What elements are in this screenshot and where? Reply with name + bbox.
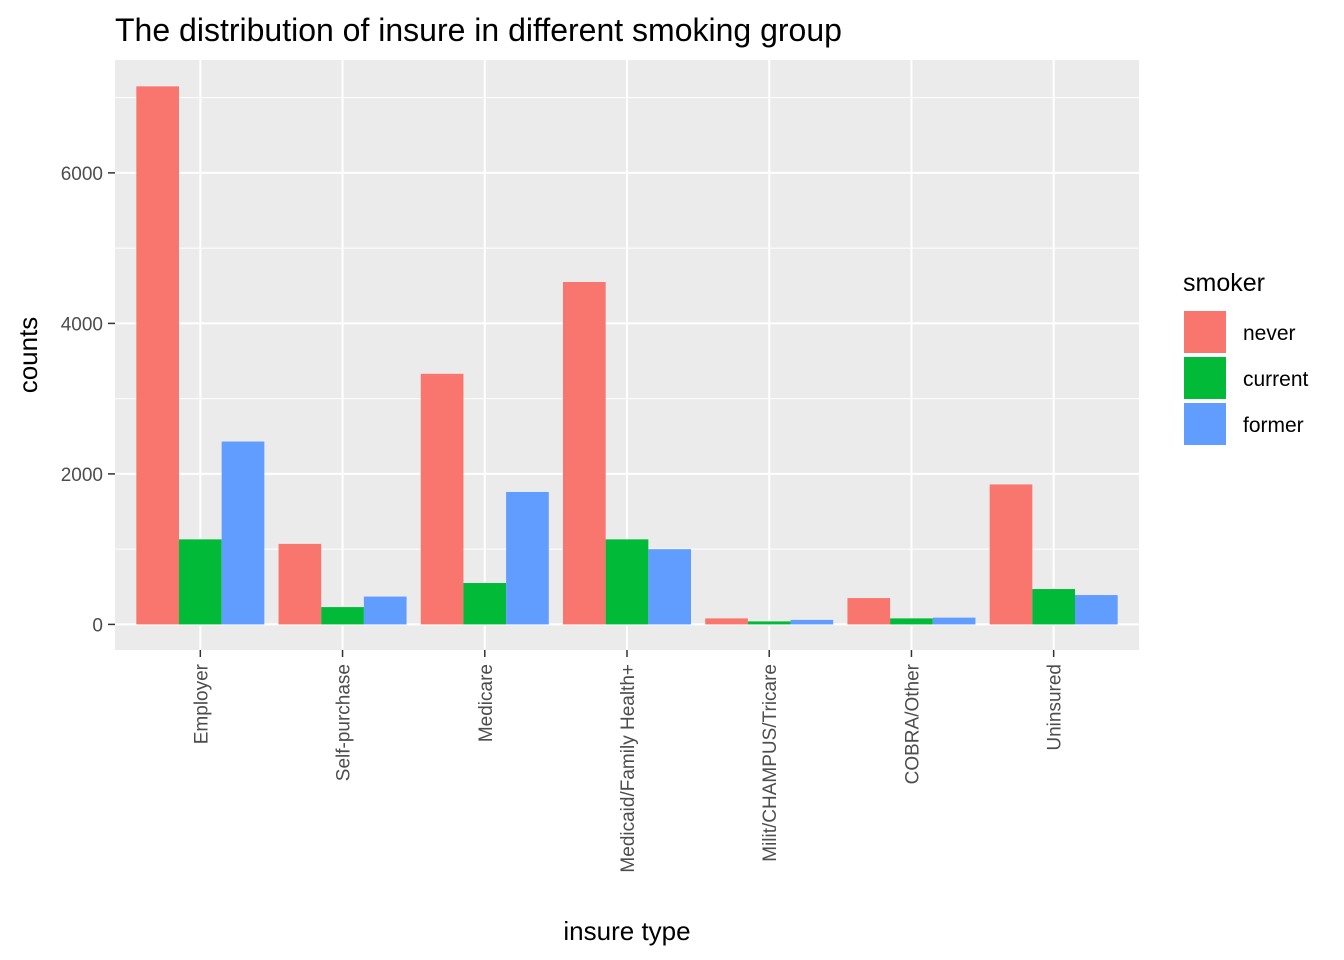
bar-never xyxy=(847,598,891,625)
x-tick-label: COBRA/Other xyxy=(902,663,923,784)
y-tick-label: 2000 xyxy=(61,465,103,486)
legend-label-former: former xyxy=(1243,414,1304,437)
bar-current xyxy=(747,621,791,625)
chart-title: The distribution of insure in different … xyxy=(115,12,842,48)
bar-current xyxy=(179,539,222,625)
x-axis-title: insure type xyxy=(563,916,690,946)
bar-never xyxy=(278,543,322,625)
bar-former xyxy=(363,596,407,625)
legend-title: smoker xyxy=(1183,269,1265,297)
x-tick-label: Medicare xyxy=(476,664,497,742)
legend-swatch-former xyxy=(1184,403,1226,445)
legend-swatch-never xyxy=(1184,311,1226,353)
x-tick-label: Uninsured xyxy=(1045,664,1066,751)
bar-never xyxy=(563,282,606,625)
bar-current xyxy=(463,583,507,625)
bar-never xyxy=(136,86,179,625)
legend-label-never: never xyxy=(1243,322,1296,345)
x-tick-label: Milit/CHAMPUS/Tricare xyxy=(760,664,781,862)
major-gridlines xyxy=(115,60,1139,650)
bar-current xyxy=(1032,589,1075,625)
bar-never xyxy=(705,618,748,625)
bar-former xyxy=(790,619,834,625)
y-axis: 0 2000 4000 6000 xyxy=(61,164,115,636)
x-tick-label: Medicaid/Family Health+ xyxy=(618,664,639,873)
y-tick-label: 6000 xyxy=(61,164,103,185)
bar-current xyxy=(605,539,649,625)
bar-current xyxy=(890,618,933,625)
x-axis: Employer Self-purchase Medicare Medicaid/Fa… xyxy=(191,650,1066,873)
x-tick-label: Self-purchase xyxy=(334,664,355,781)
legend: smoker never current former xyxy=(1183,269,1309,445)
y-tick-label: 0 xyxy=(92,615,103,636)
bars xyxy=(136,86,1118,625)
x-tick-label: Employer xyxy=(191,663,212,744)
bar-former xyxy=(648,549,691,625)
y-tick-label: 4000 xyxy=(61,314,103,335)
bar-never xyxy=(420,373,464,625)
bar-former xyxy=(1075,595,1118,625)
bar-former xyxy=(932,617,976,625)
bar-former xyxy=(221,441,265,625)
legend-swatch-current xyxy=(1184,357,1226,399)
legend-label-current: current xyxy=(1243,368,1309,391)
bar-current xyxy=(321,607,364,625)
y-axis-title: counts xyxy=(13,317,43,394)
bar-never xyxy=(989,484,1033,625)
bar-former xyxy=(506,491,549,625)
